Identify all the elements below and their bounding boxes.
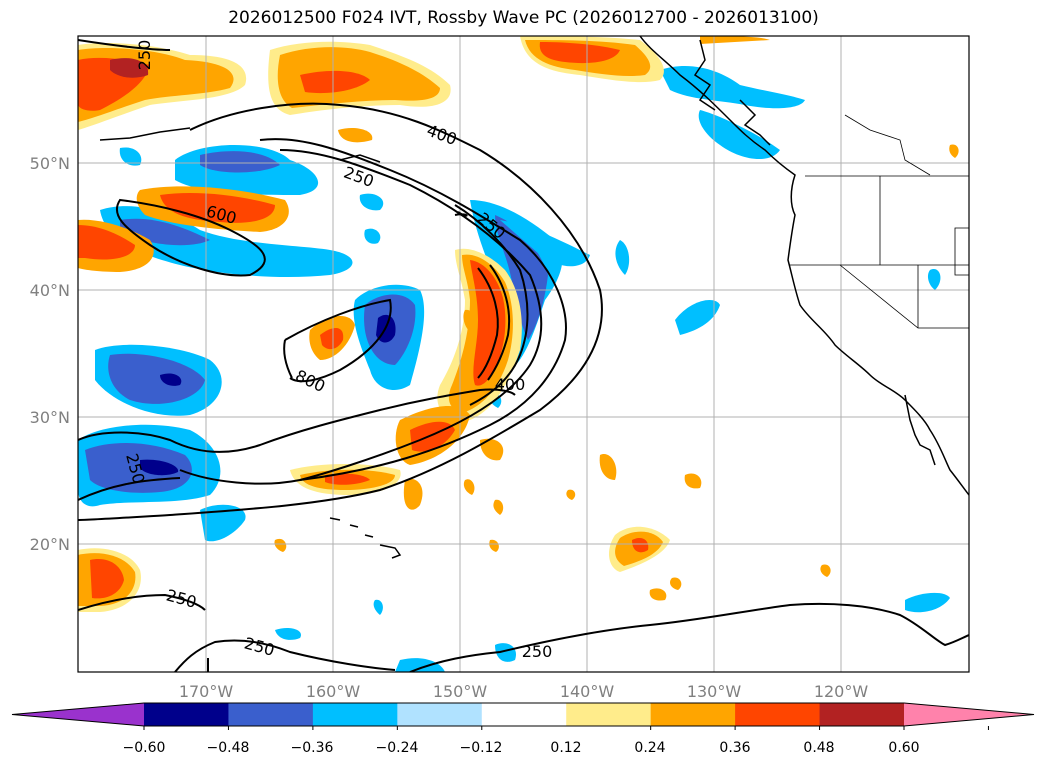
contour-label: 400	[424, 121, 459, 149]
contour-label: 250	[522, 642, 553, 661]
colorbar-segment	[397, 703, 483, 726]
lon-label: 170°W	[179, 682, 234, 701]
lat-label: 30°N	[30, 408, 70, 427]
colorbar	[11, 702, 1035, 730]
colorbar-tick-label: −0.12	[460, 740, 503, 756]
graticule	[78, 36, 969, 672]
political-borders	[790, 114, 969, 329]
plot-title: 2026012500 F024 IVT, Rossby Wave PC (202…	[228, 8, 819, 28]
colorbar-segment	[735, 703, 821, 726]
colorbar-tick-label: −0.48	[207, 740, 250, 756]
colorbar-extend-min	[12, 703, 144, 726]
contour-label: 250	[242, 634, 276, 660]
colorbar-extend-max	[904, 703, 1034, 726]
contour-label: 400	[495, 375, 526, 394]
lat-label: 20°N	[30, 535, 70, 554]
lon-label: 160°W	[306, 682, 361, 701]
colorbar-segment	[481, 703, 567, 726]
contour-label: 250	[135, 40, 154, 71]
contour-label: 250	[341, 163, 376, 191]
latitude-labels: 50°N 40°N 30°N 20°N	[30, 154, 70, 554]
colorbar-tick-label: 0.36	[719, 740, 750, 756]
ivt-contours	[78, 39, 969, 672]
colorbar-ticks: −0.60 −0.48 −0.36 −0.24 −0.12 0.12 0.24 …	[123, 740, 920, 756]
colorbar-segment	[819, 703, 905, 726]
lon-label: 130°W	[687, 682, 742, 701]
lat-label: 50°N	[30, 154, 70, 173]
colorbar-tick-label: 0.60	[888, 740, 919, 756]
lat-label: 40°N	[30, 281, 70, 300]
contour-label: 800	[292, 366, 328, 396]
colorbar-segment	[228, 703, 314, 726]
coastlines	[99, 36, 969, 559]
colorbar-tick-label: 0.24	[634, 740, 665, 756]
colorbar-tick-label: 0.48	[803, 740, 834, 756]
lon-label: 140°W	[560, 682, 615, 701]
contour-label: 250	[164, 586, 198, 612]
colorbar-segment	[650, 703, 736, 726]
shaded-field: 250 400 250 600 250 800 400 250 250 250 …	[78, 36, 969, 672]
negative-anomaly-patches	[78, 65, 950, 672]
colorbar-segment	[312, 703, 398, 726]
colorbar-tick-label: −0.36	[291, 740, 334, 756]
colorbar-segment	[144, 703, 229, 726]
lon-label: 120°W	[814, 682, 869, 701]
colorbar-segment	[566, 703, 652, 726]
map-frame	[77, 35, 970, 673]
colorbar-tick-label: 0.12	[550, 740, 581, 756]
longitude-labels: 170°W 160°W 150°W 140°W 130°W 120°W	[179, 682, 869, 701]
positive-anomaly-patches	[78, 36, 959, 612]
colorbar-tick-label: −0.24	[376, 740, 419, 756]
lon-label: 150°W	[433, 682, 488, 701]
colorbar-tick-label: −0.60	[123, 740, 166, 756]
